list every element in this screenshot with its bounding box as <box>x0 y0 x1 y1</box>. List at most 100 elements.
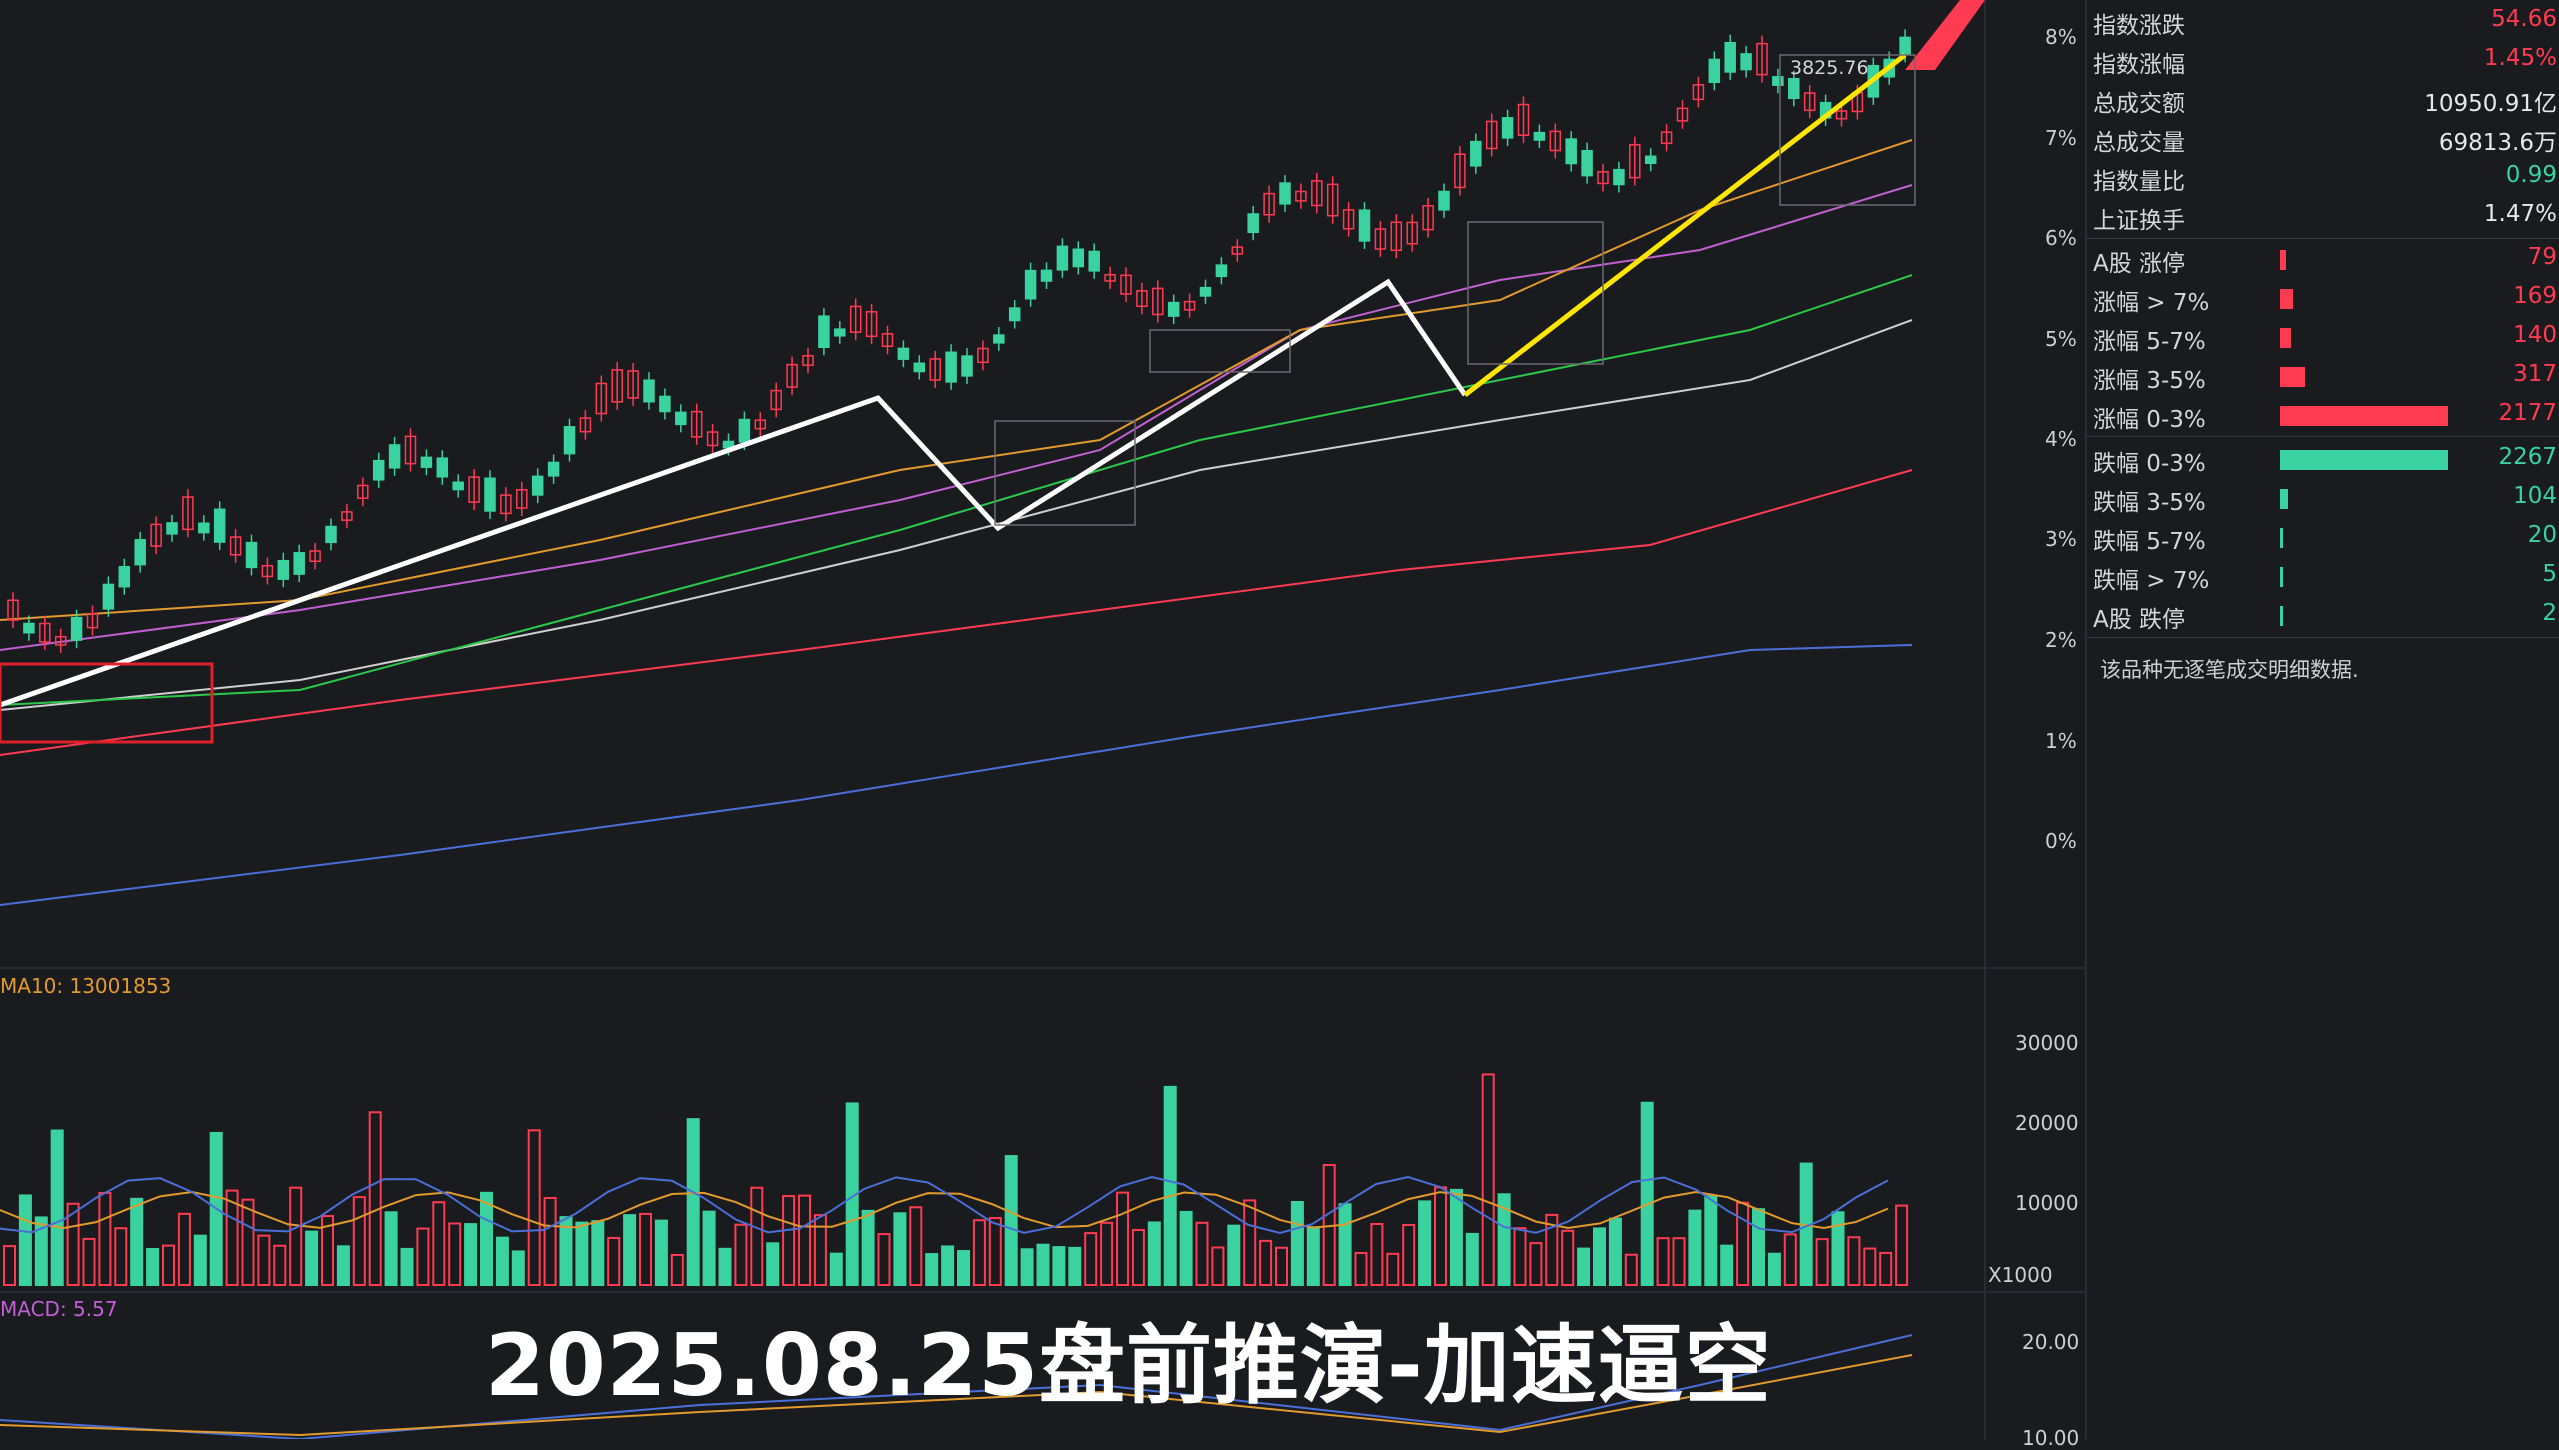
volume-bar <box>1577 1247 1591 1286</box>
axis-label-5pct: 5% <box>2045 327 2077 351</box>
breadth-value: 140 <box>2513 322 2557 348</box>
breadth-row: 跌幅 5-7% 20 <box>2093 518 2559 555</box>
volume-bar <box>1752 1208 1765 1286</box>
breadth-value: 79 <box>2527 244 2557 270</box>
axis-label-6pct: 6% <box>2045 226 2077 250</box>
volume-bar <box>1004 1155 1018 1286</box>
volume-bar <box>1593 1227 1606 1286</box>
candle <box>1581 149 1593 177</box>
volume-bar <box>1688 1209 1702 1286</box>
candle <box>547 461 560 477</box>
breadth-value: 104 <box>2513 483 2557 509</box>
candle <box>1629 144 1641 179</box>
macd-axis-20: 20.00 <box>2022 1330 2080 1354</box>
axis-label-2pct: 2% <box>2045 628 2077 652</box>
candle <box>1676 107 1689 122</box>
volume-bar <box>1306 1226 1320 1287</box>
candle <box>1708 58 1721 84</box>
candle <box>865 311 878 338</box>
candle <box>1390 221 1403 252</box>
highlight-box-red <box>0 662 214 744</box>
ma-line-blue <box>0 644 1913 906</box>
volume-bar <box>50 1129 64 1287</box>
candle <box>1072 248 1085 268</box>
candle <box>627 370 639 399</box>
breadth-row: A股 跌停 2 <box>2093 596 2559 633</box>
volume-bar <box>766 1242 780 1287</box>
volume-bar <box>241 1198 255 1286</box>
volume-bar <box>925 1253 939 1286</box>
kline-chart[interactable] <box>0 0 2085 1439</box>
volume-bar <box>480 1191 493 1287</box>
candle <box>468 476 480 503</box>
divider <box>2085 436 2559 437</box>
candle <box>325 525 337 544</box>
volume-bar <box>352 1196 366 1287</box>
volume-bar <box>1163 1085 1177 1287</box>
volume-bar <box>1052 1246 1066 1287</box>
candle <box>1772 76 1784 86</box>
volume-bar <box>368 1111 382 1287</box>
volume-bar <box>511 1250 525 1287</box>
breadth-label: 涨幅 5-7% <box>2093 329 2206 355</box>
breadth-label: A股 涨停 <box>2093 251 2186 277</box>
breadth-label: 涨幅 0-3% <box>2093 407 2206 433</box>
volume-bar <box>575 1221 589 1286</box>
candle <box>150 523 162 547</box>
candle <box>1485 120 1498 150</box>
volume-bar <box>1402 1223 1416 1286</box>
candle <box>420 456 433 468</box>
axis-label-4pct: 4% <box>2045 427 2077 451</box>
volume-bar <box>305 1230 319 1286</box>
candle <box>1326 183 1339 217</box>
volume-bar <box>3 1245 16 1287</box>
breadth-value: 2 <box>2542 600 2557 626</box>
axis-label-7pct: 7% <box>2045 126 2077 150</box>
macd-line-dif <box>0 1334 1913 1439</box>
candle <box>102 583 115 610</box>
candle <box>1215 264 1228 278</box>
vol-axis-30000: 30000 <box>2015 1031 2079 1055</box>
macd-label: MACD: 5.57 <box>0 1297 118 1321</box>
volume-bar <box>384 1211 398 1286</box>
candle <box>659 395 671 413</box>
volume-bar <box>177 1212 191 1287</box>
volume-ma-orange <box>0 1190 1889 1230</box>
candle <box>1104 273 1116 282</box>
breadth-row: 跌幅 3-5% 104 <box>2093 479 2559 516</box>
breadth-bar <box>2280 489 2288 509</box>
vol-axis-20000: 20000 <box>2015 1111 2079 1135</box>
volume-bar <box>1831 1211 1845 1286</box>
candle <box>404 435 417 465</box>
candle <box>261 564 274 578</box>
volume-bar <box>1879 1251 1893 1287</box>
breadth-bar <box>2280 328 2291 348</box>
stat-row: 指数量比 0.99 <box>2093 158 2559 195</box>
candle <box>1088 250 1100 272</box>
candle <box>754 419 767 430</box>
candle <box>372 459 385 481</box>
candle <box>818 315 830 349</box>
volume-bar <box>1147 1221 1161 1286</box>
volume-bar <box>670 1253 684 1286</box>
breadth-label: 跌幅 > 7% <box>2093 568 2210 594</box>
candle <box>23 622 35 634</box>
volume-bar <box>1513 1227 1527 1287</box>
stat-label: 上证换手 <box>2093 208 2185 234</box>
candle <box>1438 190 1450 211</box>
volume-bar <box>1179 1210 1193 1287</box>
candle <box>1454 153 1466 189</box>
vol-axis-unit: X1000 <box>1988 1263 2053 1287</box>
candle <box>849 305 862 333</box>
candle <box>595 382 608 415</box>
volume-bar <box>591 1220 605 1287</box>
stat-value: 1.47% <box>2483 201 2557 227</box>
candle <box>1597 171 1609 185</box>
candle <box>1263 192 1275 216</box>
candle <box>1295 190 1307 202</box>
volume-bar <box>273 1244 287 1286</box>
volume-bar <box>289 1186 303 1287</box>
axis-label-0pct: 0% <box>2045 829 2077 853</box>
breadth-value: 2267 <box>2498 444 2557 470</box>
volume-bar <box>829 1252 843 1287</box>
